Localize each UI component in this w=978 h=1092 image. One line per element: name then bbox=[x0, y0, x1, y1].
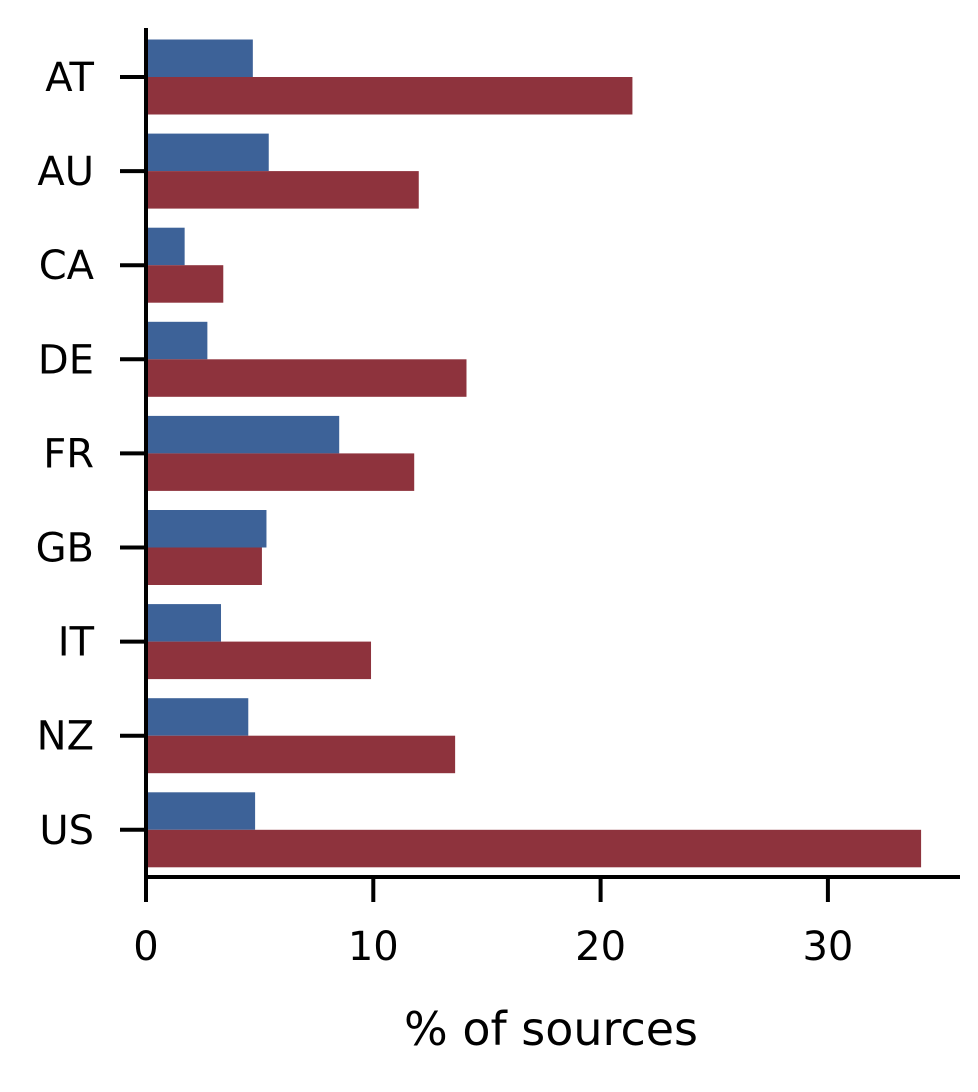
bar-nz-series-1 bbox=[146, 698, 249, 736]
bar-it-series-1 bbox=[146, 604, 222, 642]
y-tick-label-at: AT bbox=[45, 55, 94, 101]
bar-at-series-1 bbox=[146, 39, 253, 77]
y-ticks-group: AT AU CA DE FR GB IT NZ US bbox=[36, 55, 146, 854]
y-tick-label-au: AU bbox=[37, 149, 94, 195]
x-tick-label-10: 10 bbox=[348, 924, 399, 970]
bar-us-series-1 bbox=[146, 792, 256, 830]
bar-nz-series-2 bbox=[146, 735, 456, 774]
bar-us-series-2 bbox=[146, 829, 922, 868]
bar-de-series-1 bbox=[146, 321, 208, 360]
x-ticks-group: 0 10 20 30 bbox=[133, 877, 853, 970]
bar-au-series-1 bbox=[146, 133, 269, 172]
y-tick-label-fr: FR bbox=[43, 431, 94, 477]
x-tick-label-20: 20 bbox=[575, 924, 626, 970]
bar-fr-series-2 bbox=[146, 453, 415, 491]
x-tick-label-0: 0 bbox=[133, 924, 158, 970]
bar-ca-series-1 bbox=[146, 227, 185, 266]
bar-it-series-2 bbox=[146, 641, 372, 680]
bar-de-series-2 bbox=[146, 359, 467, 397]
x-tick-label-30: 30 bbox=[802, 924, 853, 970]
bar-gb-series-1 bbox=[146, 510, 267, 548]
bars-group bbox=[146, 39, 922, 868]
bar-gb-series-2 bbox=[146, 547, 262, 585]
y-tick-label-ca: CA bbox=[39, 243, 95, 289]
bar-au-series-2 bbox=[146, 171, 419, 209]
bar-fr-series-1 bbox=[146, 415, 340, 454]
x-axis-title: % of sources bbox=[404, 1002, 698, 1056]
y-tick-label-us: US bbox=[39, 808, 94, 854]
y-tick-label-it: IT bbox=[58, 620, 95, 666]
y-tick-label-nz: NZ bbox=[37, 714, 94, 760]
bar-at-series-2 bbox=[146, 77, 633, 115]
bar-ca-series-2 bbox=[146, 265, 224, 303]
y-tick-label-de: DE bbox=[38, 337, 94, 383]
y-tick-label-gb: GB bbox=[36, 526, 94, 572]
